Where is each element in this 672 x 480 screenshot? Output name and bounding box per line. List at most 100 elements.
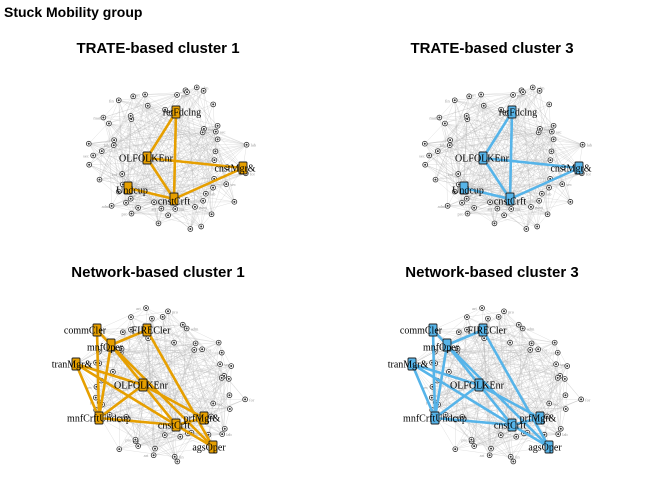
network-edge: [516, 328, 523, 437]
network-node: [550, 136, 557, 143]
network-edge: [122, 128, 205, 175]
network-edge: [463, 187, 538, 227]
network-edge: [173, 131, 217, 200]
network-edge: [162, 316, 175, 457]
network-edge: [223, 375, 226, 429]
network-edge: [191, 349, 195, 433]
network-edge: [458, 173, 491, 203]
highlighted-node: cnstCrft: [494, 418, 526, 432]
network-edge: [434, 329, 484, 419]
network-node: pro: [121, 210, 135, 217]
network-edge: [122, 109, 166, 185]
network-edge: [432, 342, 555, 388]
network-edge: [526, 128, 541, 230]
highlighted-edge: [445, 328, 485, 347]
network-node: for: [112, 171, 125, 177]
network-panel-trate-1: for sec lab man fin art pro adm for sec lab man fin a…: [83, 84, 257, 232]
network-edge: [450, 139, 484, 159]
network-node: art: [151, 205, 165, 212]
network-edge: [547, 167, 580, 215]
network-node-label: man: [111, 351, 119, 356]
network-edge: [146, 329, 219, 343]
network-edge: [195, 343, 231, 410]
network-edge: [186, 328, 246, 400]
network-edge: [532, 87, 548, 215]
highlighted-node-label: cnstCrft: [494, 197, 526, 208]
network-edge: [411, 344, 448, 365]
network-edge: [468, 96, 571, 203]
network-node: art: [136, 305, 149, 311]
network-node: [180, 321, 186, 328]
network-node: [118, 345, 125, 352]
network-edge: [466, 316, 531, 351]
network-edge: [118, 144, 247, 192]
network-edge: [173, 342, 214, 404]
network-edge: [203, 128, 228, 168]
network-edge: [447, 198, 467, 207]
network-node: [463, 195, 470, 202]
network-edge: [538, 132, 583, 145]
network-node-label: adm: [201, 85, 209, 90]
highlighted-edge: [97, 416, 178, 427]
network-node: [459, 200, 465, 206]
network-node: [516, 321, 522, 328]
network-node: [548, 148, 555, 155]
highlighted-node: tranMgr&: [52, 357, 92, 371]
network-edge: [445, 371, 450, 415]
network-edge: [425, 164, 548, 215]
highlighted-edge: [126, 186, 176, 201]
network-edge: [461, 159, 551, 204]
network-edge: [153, 139, 218, 203]
network-node-label: for: [544, 127, 550, 132]
network-edge: [462, 363, 557, 418]
network-node: [554, 349, 561, 356]
network-edge: [101, 343, 196, 381]
network-edge: [186, 91, 218, 126]
network-edge: [541, 183, 563, 194]
network-edge: [96, 365, 232, 388]
highlighted-edge: [410, 362, 437, 420]
network-edge: [466, 329, 511, 343]
network-edge: [424, 96, 470, 144]
network-edge: [439, 87, 533, 118]
network-node-label: for: [448, 172, 454, 177]
network-edge: [437, 404, 492, 449]
network-node: [231, 199, 238, 205]
highlighted-node: cnstCrft: [158, 192, 190, 208]
network-edge: [218, 342, 232, 367]
network-edge: [99, 145, 114, 180]
network-edge: [438, 404, 548, 417]
network-edge: [439, 100, 455, 118]
network-edge: [494, 87, 533, 224]
network-node: [422, 161, 428, 168]
network-edge: [119, 363, 221, 420]
network-edge: [503, 311, 513, 426]
network-edge: [446, 344, 548, 417]
network-edge: [509, 342, 562, 429]
network-edge: [424, 131, 552, 144]
network-edge: [471, 439, 492, 449]
network-edge: [212, 104, 216, 152]
network-edge: [111, 205, 139, 209]
network-node: [487, 199, 493, 206]
network-edge: [167, 311, 177, 426]
network-node-label: lab: [440, 143, 446, 148]
network-edge: [226, 167, 235, 202]
network-edge: [121, 119, 132, 175]
network-edge: [500, 87, 533, 110]
network-edge: [438, 404, 566, 410]
network-edge: [439, 117, 554, 140]
network-node: [463, 113, 470, 119]
network-edge: [411, 329, 468, 365]
highlighted-node-label: Undcup: [116, 186, 148, 197]
network-edge: [466, 316, 513, 426]
network-edge: [518, 324, 550, 404]
network-node: lab: [579, 141, 593, 148]
network-edge: [88, 132, 203, 144]
network-edge: [96, 352, 222, 411]
network-edge: [125, 87, 197, 203]
network-node: art: [472, 305, 485, 311]
network-edge: [435, 118, 468, 180]
network-edge: [131, 159, 215, 214]
network-edge: [454, 191, 512, 210]
